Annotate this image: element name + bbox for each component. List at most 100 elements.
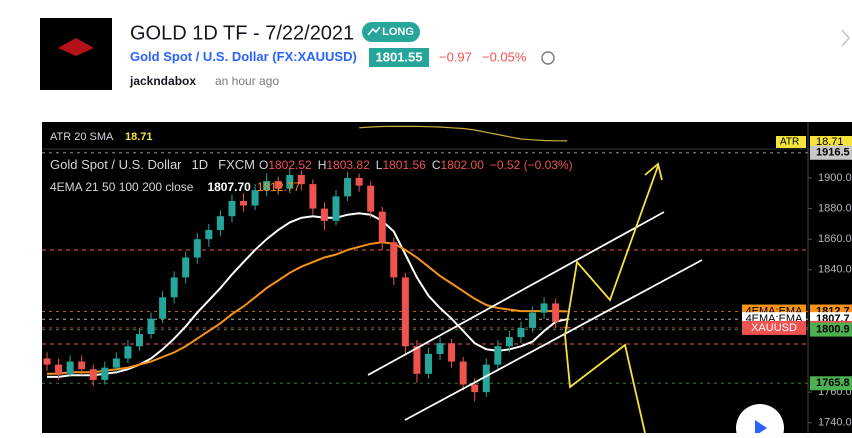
candle-body (459, 361, 467, 385)
candle-body (135, 334, 143, 347)
atr-tag: ATR (780, 137, 799, 148)
candle-body (66, 361, 74, 374)
play-icon (755, 420, 767, 436)
y-tick-label: 1900.0 (818, 172, 852, 184)
indicator-legend: 4EMA 21 50 100 200 close 1807.70 1812.77 (50, 180, 301, 194)
indicator-name: 4EMA 21 50 100 200 close (50, 180, 194, 194)
ema-line (47, 241, 568, 375)
ohlc-value: 1803.82 (326, 158, 370, 172)
candle-body (320, 208, 328, 221)
candle-body (263, 181, 271, 191)
candle-body (390, 242, 398, 278)
candle-body (170, 277, 178, 298)
chart[interactable]: 1900.01880.01860.01840.01760.01740.0ATR … (42, 122, 852, 438)
candle-body (228, 200, 236, 217)
candle-body (216, 216, 224, 231)
candle-body (552, 303, 560, 322)
candle-body (78, 361, 86, 370)
price-label: 1916.5 (816, 147, 850, 159)
atr-axis-value: 18.71 (816, 136, 844, 148)
legend-source: FXCM (218, 157, 255, 172)
price-label: 1800.9 (816, 323, 850, 335)
indicator-value: 1812.77 (257, 180, 301, 194)
atr-value: 18.71 (125, 131, 153, 143)
candle-body (529, 312, 537, 328)
candle-body (436, 343, 444, 354)
candle-body (182, 257, 190, 278)
candle-body (413, 346, 421, 374)
candle-body (101, 367, 109, 380)
candle-body (482, 364, 490, 393)
ohlc-key: O (259, 158, 268, 172)
long-icon (367, 26, 381, 36)
y-tick-label: 1840.0 (818, 264, 852, 276)
ohlc-key: L (376, 158, 383, 172)
author[interactable]: jackndabox (129, 74, 196, 88)
candle-body (367, 185, 375, 212)
candle-body (540, 303, 548, 313)
candle-body (159, 297, 167, 319)
atr-axis-bg (810, 136, 852, 148)
time-ago: an hour ago (215, 74, 279, 88)
long-badge-bg (362, 22, 420, 42)
atr-name: ATR 20 SMA (50, 131, 114, 143)
candle-body (251, 190, 259, 206)
legend: Gold Spot / U.S. Dollar 1D FXCM O1802.52 H18… (50, 157, 573, 172)
alert-icon[interactable] (541, 51, 555, 65)
price-change-pct: −0.05% (482, 49, 527, 64)
price-change: −0.97 (439, 49, 472, 64)
candle-body (505, 337, 513, 347)
y-tick-label: 1880.0 (818, 202, 852, 214)
drawing (404, 259, 703, 421)
ohlc-key: C (432, 158, 441, 172)
drawing (564, 334, 646, 434)
ohlc-value: −0.52 (−0.03%) (490, 158, 573, 172)
ohlc-value: 1802.00 (441, 158, 485, 172)
ohlc-value: 1801.56 (382, 158, 426, 172)
price: 1801.55 (376, 49, 423, 64)
candle-body (471, 384, 479, 393)
price-label-bg (810, 145, 852, 160)
drawing (644, 162, 663, 181)
play-button[interactable] (736, 404, 784, 438)
candle-body (43, 358, 51, 365)
candle-body (274, 181, 282, 189)
candle-body (517, 327, 525, 338)
price-label-bg (810, 376, 852, 391)
atr-tag-bg (776, 136, 806, 148)
y-tick-label: 1860.0 (818, 233, 852, 245)
symbol-link[interactable]: Gold Spot / U.S. Dollar (FX:XAUUSD) (130, 49, 357, 64)
candle-body (494, 346, 502, 365)
atr-line (359, 125, 568, 142)
candle-body (89, 369, 97, 380)
candle-body (124, 346, 132, 359)
candle-body (193, 239, 201, 258)
drawing (367, 211, 665, 376)
ohlc-key: H (318, 158, 327, 172)
symbol-code[interactable]: (FX:XAUUSD) (272, 49, 357, 64)
price-tag: XAUUSD (751, 322, 797, 334)
candle-body (112, 358, 120, 368)
price-tag-bg (742, 320, 806, 335)
symbol-name[interactable]: Gold Spot / U.S. Dollar (130, 49, 269, 64)
y-tick-label: 1740.0 (818, 417, 852, 429)
next-arrow[interactable] (841, 29, 850, 47)
drawing (564, 165, 659, 336)
candle-body (147, 318, 155, 335)
candle-body (424, 353, 432, 374)
legend-symbol: Gold Spot / U.S. Dollar (50, 157, 182, 172)
candle-body (344, 177, 352, 197)
candle-body (55, 364, 63, 374)
indicator-value: 1807.70 (207, 180, 251, 194)
candle-body (378, 211, 386, 243)
legend-interval: 1D (192, 157, 209, 172)
candle-body (297, 174, 305, 185)
candle-body (448, 343, 456, 362)
avatar-logo (58, 38, 94, 56)
long-badge: LONG (382, 26, 414, 38)
candle-body (332, 196, 340, 221)
candle-body (401, 277, 409, 347)
idea-title: GOLD 1D TF - 7/22/2021 (130, 22, 354, 44)
